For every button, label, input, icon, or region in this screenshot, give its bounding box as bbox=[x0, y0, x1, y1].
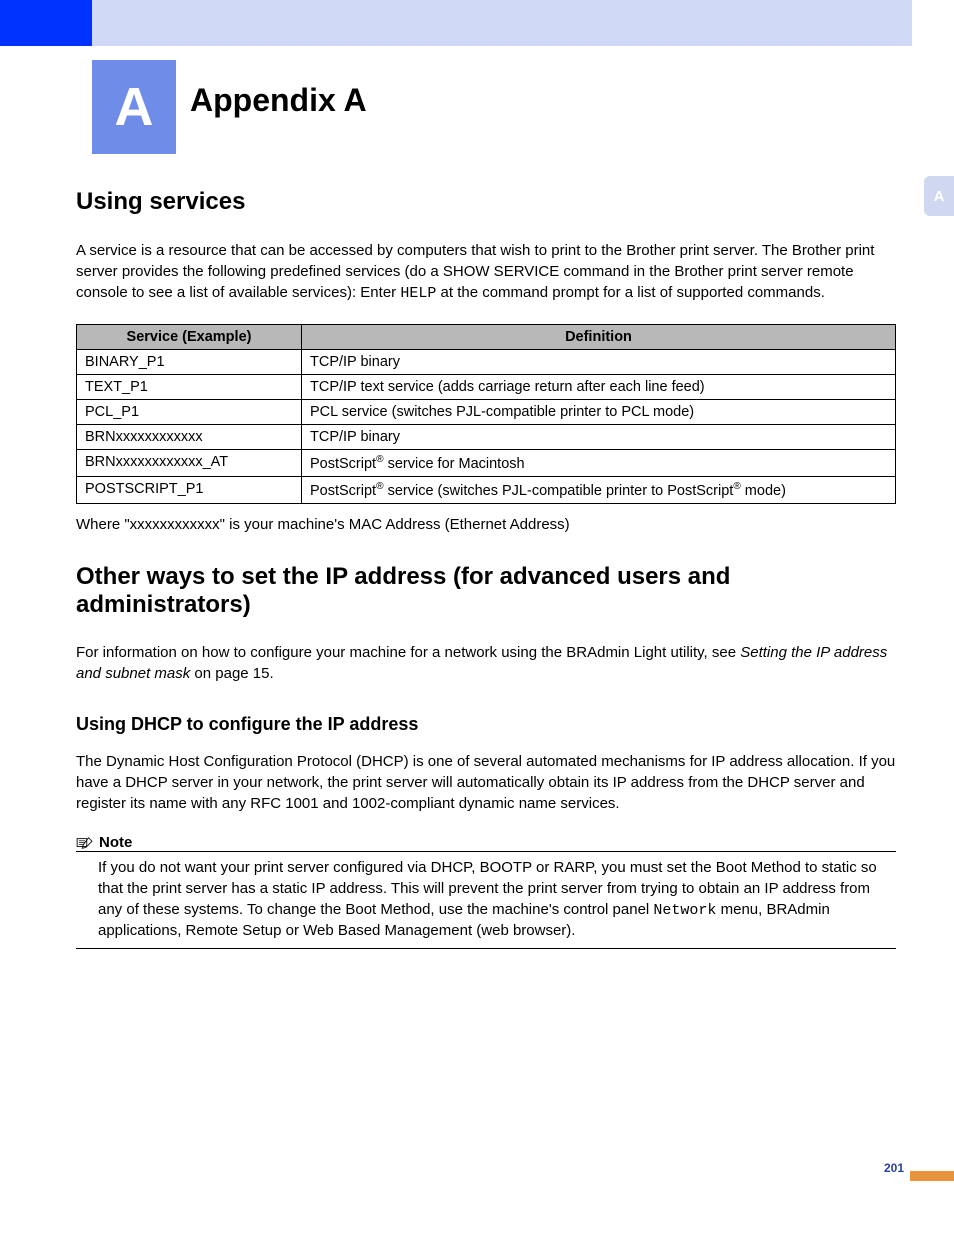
page-number: 201 bbox=[884, 1161, 904, 1175]
top-light-bar bbox=[92, 0, 912, 46]
help-literal: HELP bbox=[400, 285, 436, 302]
other-intro-before: For information on how to configure your… bbox=[76, 644, 740, 661]
note-label: Note bbox=[99, 834, 132, 851]
ps-prefix: PostScript bbox=[310, 483, 376, 499]
side-thumb-tab: A bbox=[924, 176, 954, 216]
ps-prefix: PostScript bbox=[310, 456, 376, 472]
cell-service: BRNxxxxxxxxxxxx_AT bbox=[77, 450, 302, 477]
ps-suffix: service for Macintosh bbox=[384, 456, 525, 472]
cell-service: POSTSCRIPT_P1 bbox=[77, 476, 302, 503]
cell-service: TEXT_P1 bbox=[77, 375, 302, 400]
dhcp-body: The Dynamic Host Configuration Protocol … bbox=[76, 751, 896, 814]
table-row: PCL_P1 PCL service (switches PJL-compati… bbox=[77, 400, 896, 425]
appendix-block: A bbox=[92, 60, 176, 154]
intro-text-after: at the command prompt for a list of supp… bbox=[436, 284, 825, 301]
cell-definition: TCP/IP text service (adds carriage retur… bbox=[302, 375, 896, 400]
page-number-accent-bar bbox=[910, 1171, 954, 1181]
cell-service: PCL_P1 bbox=[77, 400, 302, 425]
other-intro-after: on page 15. bbox=[190, 665, 273, 682]
using-services-intro: A service is a resource that can be acce… bbox=[76, 240, 896, 304]
cell-definition: TCP/IP binary bbox=[302, 350, 896, 375]
table-caption: Where "xxxxxxxxxxxx" is your machine's M… bbox=[76, 516, 896, 533]
cell-service: BINARY_P1 bbox=[77, 350, 302, 375]
note-pencil-icon bbox=[76, 836, 94, 850]
table-row: BINARY_P1 TCP/IP binary bbox=[77, 350, 896, 375]
registered-mark: ® bbox=[733, 481, 740, 492]
cell-definition: PostScript® service (switches PJL-compat… bbox=[302, 476, 896, 503]
page-content: Using services A service is a resource t… bbox=[76, 188, 896, 949]
section-title-other-ways: Other ways to set the IP address (for ad… bbox=[76, 563, 896, 621]
side-tab-letter: A bbox=[934, 188, 945, 205]
other-ways-intro: For information on how to configure your… bbox=[76, 642, 896, 684]
ps-mid: service (switches PJL-compatible printer… bbox=[384, 483, 734, 499]
registered-mark: ® bbox=[376, 454, 383, 465]
note-mono: Network bbox=[653, 902, 716, 919]
table-header-row: Service (Example) Definition bbox=[77, 325, 896, 350]
table-row: TEXT_P1 TCP/IP text service (adds carria… bbox=[77, 375, 896, 400]
registered-mark: ® bbox=[376, 481, 383, 492]
cell-service: BRNxxxxxxxxxxxx bbox=[77, 425, 302, 450]
appendix-letter: A bbox=[115, 76, 154, 138]
services-table: Service (Example) Definition BINARY_P1 T… bbox=[76, 324, 896, 504]
th-service: Service (Example) bbox=[77, 325, 302, 350]
table-row: BRNxxxxxxxxxxxx TCP/IP binary bbox=[77, 425, 896, 450]
cell-definition: TCP/IP binary bbox=[302, 425, 896, 450]
corner-blue-bar bbox=[0, 0, 92, 46]
appendix-title: Appendix A bbox=[190, 82, 367, 119]
th-definition: Definition bbox=[302, 325, 896, 350]
table-row: POSTSCRIPT_P1 PostScript® service (switc… bbox=[77, 476, 896, 503]
cell-definition: PostScript® service for Macintosh bbox=[302, 450, 896, 477]
cell-definition: PCL service (switches PJL-compatible pri… bbox=[302, 400, 896, 425]
subsection-dhcp-title: Using DHCP to configure the IP address bbox=[76, 714, 896, 735]
note-box: Note If you do not want your print serve… bbox=[76, 834, 896, 949]
ps-suffix: mode) bbox=[741, 483, 786, 499]
note-body: If you do not want your print server con… bbox=[76, 858, 896, 949]
section-title-using-services: Using services bbox=[76, 188, 896, 216]
table-row: BRNxxxxxxxxxxxx_AT PostScript® service f… bbox=[77, 450, 896, 477]
